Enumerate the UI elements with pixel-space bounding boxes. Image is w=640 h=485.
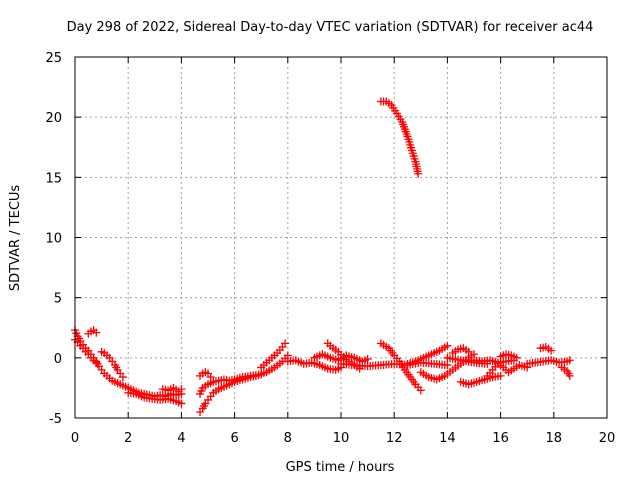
- data-points: [71, 97, 574, 416]
- chart-title: Day 298 of 2022, Sidereal Day-to-day VTE…: [67, 20, 594, 35]
- data-point: [443, 361, 452, 370]
- y-tick-label: 10: [45, 232, 62, 247]
- y-axis-label: SDTVAR / TECUs: [8, 185, 23, 292]
- x-tick-label: 8: [284, 431, 292, 446]
- data-point: [414, 169, 423, 178]
- y-tick-label: 15: [45, 171, 62, 186]
- y-tick-label: -5: [49, 412, 62, 427]
- x-tick-label: 6: [230, 431, 238, 446]
- data-point: [118, 373, 127, 382]
- data-point: [496, 371, 505, 380]
- x-axis-label: GPS time / hours: [286, 460, 395, 475]
- x-tick-label: 18: [546, 431, 563, 446]
- x-tick-label: 2: [124, 431, 132, 446]
- data-point: [565, 371, 574, 380]
- y-tick-label: 0: [54, 352, 62, 367]
- x-tick-label: 14: [439, 431, 456, 446]
- x-tick-label: 12: [386, 431, 403, 446]
- data-point: [512, 353, 521, 362]
- y-tick-label: 20: [45, 111, 62, 126]
- y-tick-label: 5: [54, 292, 62, 307]
- data-point: [363, 355, 372, 364]
- data-point: [281, 339, 290, 348]
- data-point: [547, 346, 556, 355]
- data-point: [464, 347, 473, 356]
- data-point: [177, 399, 186, 408]
- x-tick-label: 16: [492, 431, 509, 446]
- y-tick-label: 25: [45, 51, 62, 66]
- data-point: [565, 356, 574, 365]
- data-point: [177, 385, 186, 394]
- data-point: [206, 373, 215, 382]
- axis-ticks: 0 2 4 6 8 10 12 14 16 18 20 -5 0 5 10 15 20 25: [45, 51, 615, 446]
- x-tick-label: 10: [333, 431, 350, 446]
- data-point: [443, 341, 452, 350]
- x-tick-label: 4: [177, 431, 185, 446]
- data-point: [92, 328, 101, 337]
- data-point: [416, 386, 425, 395]
- data-point: [92, 358, 101, 367]
- x-tick-label: 20: [599, 431, 616, 446]
- data-point: [257, 370, 266, 379]
- x-tick-label: 0: [71, 431, 79, 446]
